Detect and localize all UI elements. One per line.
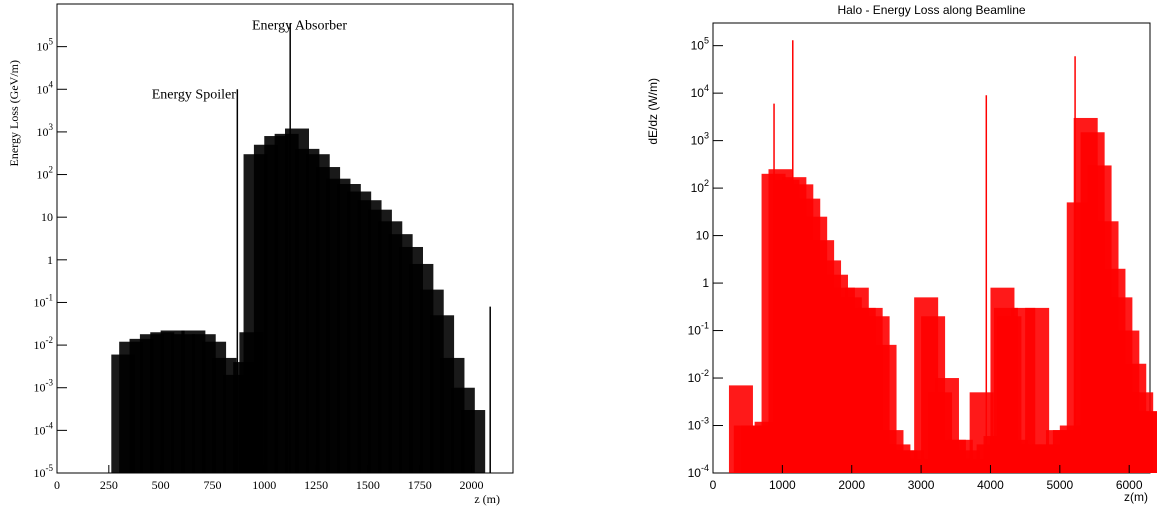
y-tick-label: 10 [696, 229, 710, 243]
histogram-bar [461, 410, 486, 473]
annotation-label: Energy Spoiler [152, 88, 236, 103]
y-tick-label: 10-2 [34, 335, 54, 352]
x-tick-label: 500 [152, 478, 170, 492]
histogram-bar [1143, 411, 1157, 473]
y-tick-label: 105 [37, 37, 54, 54]
y-tick-label: 104 [691, 83, 709, 100]
y-tick-label: 10-3 [34, 378, 54, 395]
x-tick-label: 0 [54, 478, 60, 492]
left-chart: 0 250 500 750 1000 1250 1500 1750 2000 10-5 10-4 10… [7, 3, 514, 506]
x-axis-label: z(m) [1124, 490, 1148, 504]
x-tick-label: 3000 [908, 478, 935, 492]
x-tick-label: 1500 [356, 478, 380, 492]
chart-title: Halo - Energy Loss along Beamline [837, 3, 1025, 17]
y-tick-label: 104 [37, 79, 54, 96]
y-tick-label: 10-5 [34, 463, 54, 480]
y-tick-label: 10-2 [688, 368, 709, 385]
x-axis-label: z (m) [474, 492, 500, 506]
y-tick-label: 102 [37, 165, 54, 182]
x-tick-label: 1000 [252, 478, 276, 492]
x-tick-label: 1250 [304, 478, 328, 492]
x-tick-label: 1750 [408, 478, 432, 492]
y-tick-label: 10-1 [34, 292, 54, 309]
y-tick-label: 10-1 [688, 321, 709, 338]
y-tick-label: 10 [41, 210, 53, 224]
y-axis-label: Energy Loss (GeV/m) [7, 60, 21, 166]
y-tick-label: 105 [691, 36, 709, 53]
y-tick-label: 102 [691, 178, 709, 195]
y-tick-label: 10-4 [34, 420, 54, 437]
x-tick-label: 4000 [977, 478, 1004, 492]
right-chart: 0 1000 2000 3000 4000 5000 6000 10-4 10-3 10-2 10-… [646, 3, 1157, 504]
y-axis-label: dE/dz (W/m) [646, 78, 660, 145]
x-tick-label: 250 [100, 478, 118, 492]
x-tick-label: 6000 [1116, 478, 1143, 492]
x-tick-label: 750 [203, 478, 221, 492]
x-tick-label: 5000 [1046, 478, 1073, 492]
y-tick-label: 103 [691, 131, 709, 148]
y-tick-label: 1 [47, 253, 53, 267]
x-tick-label: 0 [710, 478, 717, 492]
x-tick-label: 2000 [838, 478, 865, 492]
y-tick-label: 1 [702, 276, 709, 290]
y-tick-label: 10-3 [688, 416, 709, 433]
y-tick-label: 10-4 [688, 463, 709, 480]
y-tick-label: 103 [37, 122, 54, 139]
x-tick-label: 2000 [460, 478, 484, 492]
annotation-label: Energy Absorber [252, 19, 347, 34]
x-tick-label: 1000 [769, 478, 796, 492]
